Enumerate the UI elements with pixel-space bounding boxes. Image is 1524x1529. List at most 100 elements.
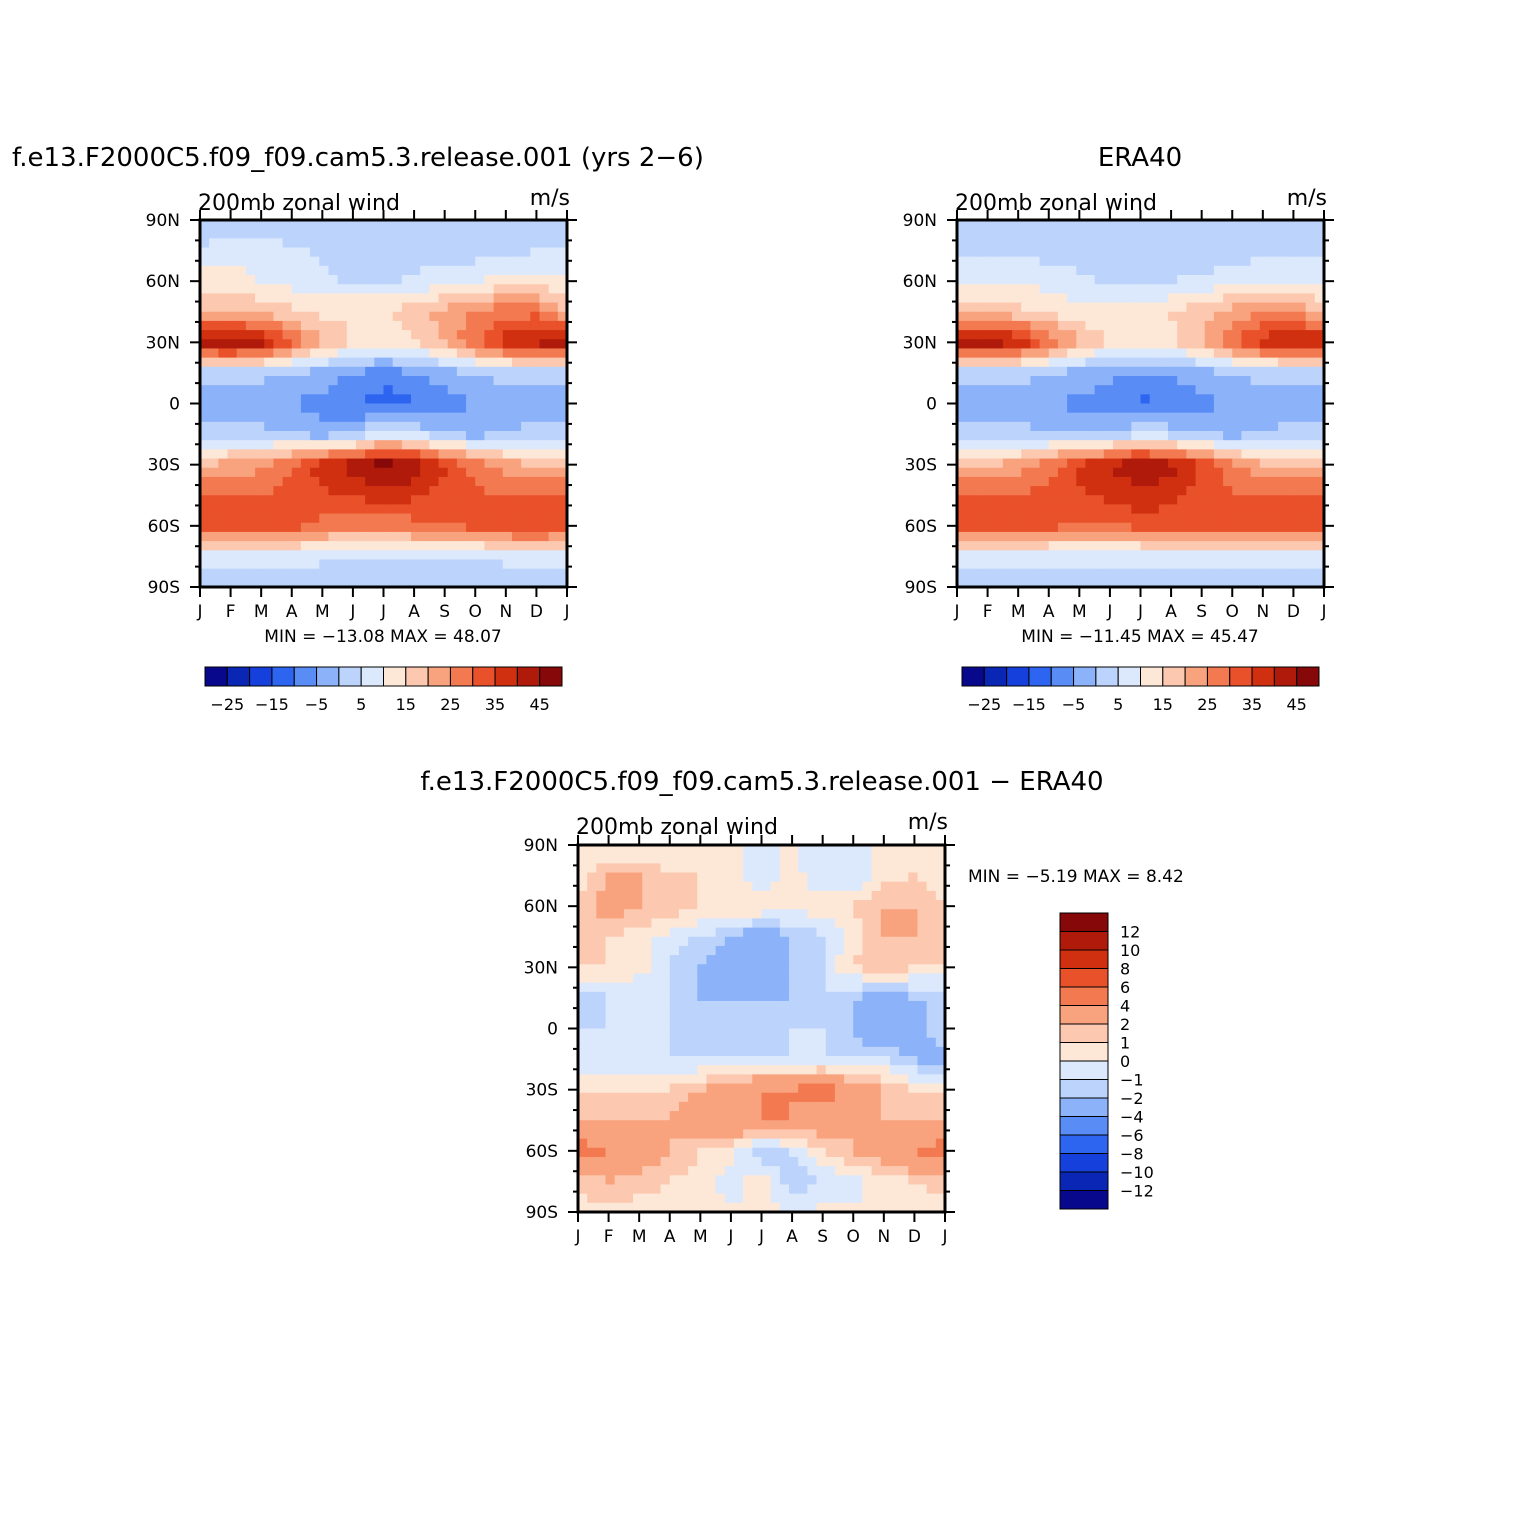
heatmap-cell	[1223, 312, 1233, 322]
heatmap-cell	[338, 293, 348, 303]
heatmap-cell	[328, 504, 338, 514]
heatmap-cell	[716, 1038, 726, 1048]
heatmap-cell	[908, 1175, 918, 1185]
heatmap-cell	[1049, 257, 1059, 267]
heatmap-cell	[743, 1038, 753, 1048]
heatmap-cell	[319, 348, 329, 358]
heatmap-cell	[1076, 569, 1086, 579]
heatmap-cell	[301, 321, 311, 331]
heatmap-cell	[484, 257, 494, 267]
heatmap-cell	[872, 1047, 882, 1057]
heatmap-cell	[365, 495, 375, 505]
heatmap-cell	[374, 449, 384, 459]
heatmap-cell	[1196, 348, 1206, 358]
heatmap-cell	[512, 468, 522, 478]
heatmap-cell	[642, 1010, 652, 1020]
heatmap-cell	[1012, 459, 1022, 469]
heatmap-cell	[1141, 495, 1151, 505]
heatmap-cell	[310, 385, 320, 395]
heatmap-cell	[688, 946, 698, 956]
heatmap-cell	[881, 1010, 891, 1020]
heatmap-cell	[633, 946, 643, 956]
heatmap-cell	[624, 946, 634, 956]
heatmap-cell	[817, 1019, 827, 1029]
heatmap-cell	[1296, 293, 1306, 303]
heatmap-cell	[1104, 238, 1114, 248]
heatmap-cell	[1306, 321, 1316, 331]
heatmap-cell	[228, 348, 238, 358]
heatmap-cell	[679, 882, 689, 892]
heatmap-cell	[651, 1084, 661, 1094]
heatmap-cell	[466, 248, 476, 258]
heatmap-cell	[228, 229, 238, 239]
heatmap-cell	[1085, 275, 1095, 285]
heatmap-cell	[1205, 257, 1215, 267]
heatmap-cell	[985, 339, 995, 349]
heatmap-cell	[521, 440, 531, 450]
heatmap-cell	[521, 541, 531, 551]
heatmap-cell	[1076, 321, 1086, 331]
heatmap-cell	[1049, 550, 1059, 560]
heatmap-cell	[872, 1093, 882, 1103]
heatmap-cell	[1040, 468, 1050, 478]
heatmap-cell	[310, 321, 320, 331]
heatmap-cell	[890, 1139, 900, 1149]
heatmap-cell	[917, 1129, 927, 1139]
heatmap-cell	[283, 449, 293, 459]
heatmap-cell	[1150, 422, 1160, 432]
heatmap-cell	[209, 449, 219, 459]
heatmap-cell	[661, 1184, 671, 1194]
heatmap-cell	[985, 477, 995, 487]
heatmap-cell	[512, 550, 522, 560]
heatmap-cell	[264, 248, 274, 258]
panel-obs-stats: MIN = −11.45 MAX = 45.47	[1021, 627, 1258, 647]
heatmap-cell	[798, 937, 808, 947]
heatmap-cell	[1177, 229, 1187, 239]
heatmap-cell	[596, 882, 606, 892]
heatmap-cell	[890, 1001, 900, 1011]
heatmap-cell	[439, 248, 449, 258]
heatmap-cell	[624, 1093, 634, 1103]
heatmap-cell	[1076, 284, 1086, 294]
heatmap-cell	[917, 1056, 927, 1066]
heatmap-cell	[927, 1074, 937, 1084]
heatmap-cell	[1278, 358, 1288, 368]
heatmap-cell	[1278, 532, 1288, 542]
heatmap-cell	[1104, 449, 1114, 459]
heatmap-cell	[411, 303, 421, 313]
heatmap-cell	[1287, 394, 1297, 404]
heatmap-cell	[1113, 275, 1123, 285]
heatmap-cell	[807, 891, 817, 901]
heatmap-cell	[762, 1129, 772, 1139]
heatmap-cell	[384, 504, 394, 514]
heatmap-cell	[1040, 514, 1050, 524]
heatmap-cell	[255, 486, 265, 496]
heatmap-cell	[393, 422, 403, 432]
heatmap-cell	[237, 229, 247, 239]
heatmap-cell	[1030, 486, 1040, 496]
heatmap-cell	[651, 1194, 661, 1204]
heatmap-cell	[1030, 404, 1040, 414]
heatmap-cell	[1113, 248, 1123, 258]
heatmap-cell	[624, 928, 634, 938]
heatmap-cell	[697, 873, 707, 883]
heatmap-cell	[688, 1194, 698, 1204]
heatmap-cell	[411, 330, 421, 340]
heatmap-cell	[255, 394, 265, 404]
heatmap-cell	[835, 1056, 845, 1066]
heatmap-cell	[1131, 238, 1141, 248]
heatmap-cell	[1085, 541, 1095, 551]
heatmap-cell	[237, 431, 247, 441]
colorbar-swatch	[495, 667, 517, 686]
colorbar-swatch	[205, 667, 227, 686]
heatmap-cell	[1067, 504, 1077, 514]
heatmap-cell	[966, 404, 976, 414]
heatmap-cell	[503, 348, 513, 358]
heatmap-cell	[762, 1111, 772, 1121]
heatmap-cell	[752, 882, 762, 892]
heatmap-cell	[835, 863, 845, 873]
heatmap-cell	[679, 863, 689, 873]
heatmap-cell	[661, 1029, 671, 1039]
panel-model-stats: MIN = −13.08 MAX = 48.07	[264, 627, 501, 647]
heatmap-cell	[347, 541, 357, 551]
